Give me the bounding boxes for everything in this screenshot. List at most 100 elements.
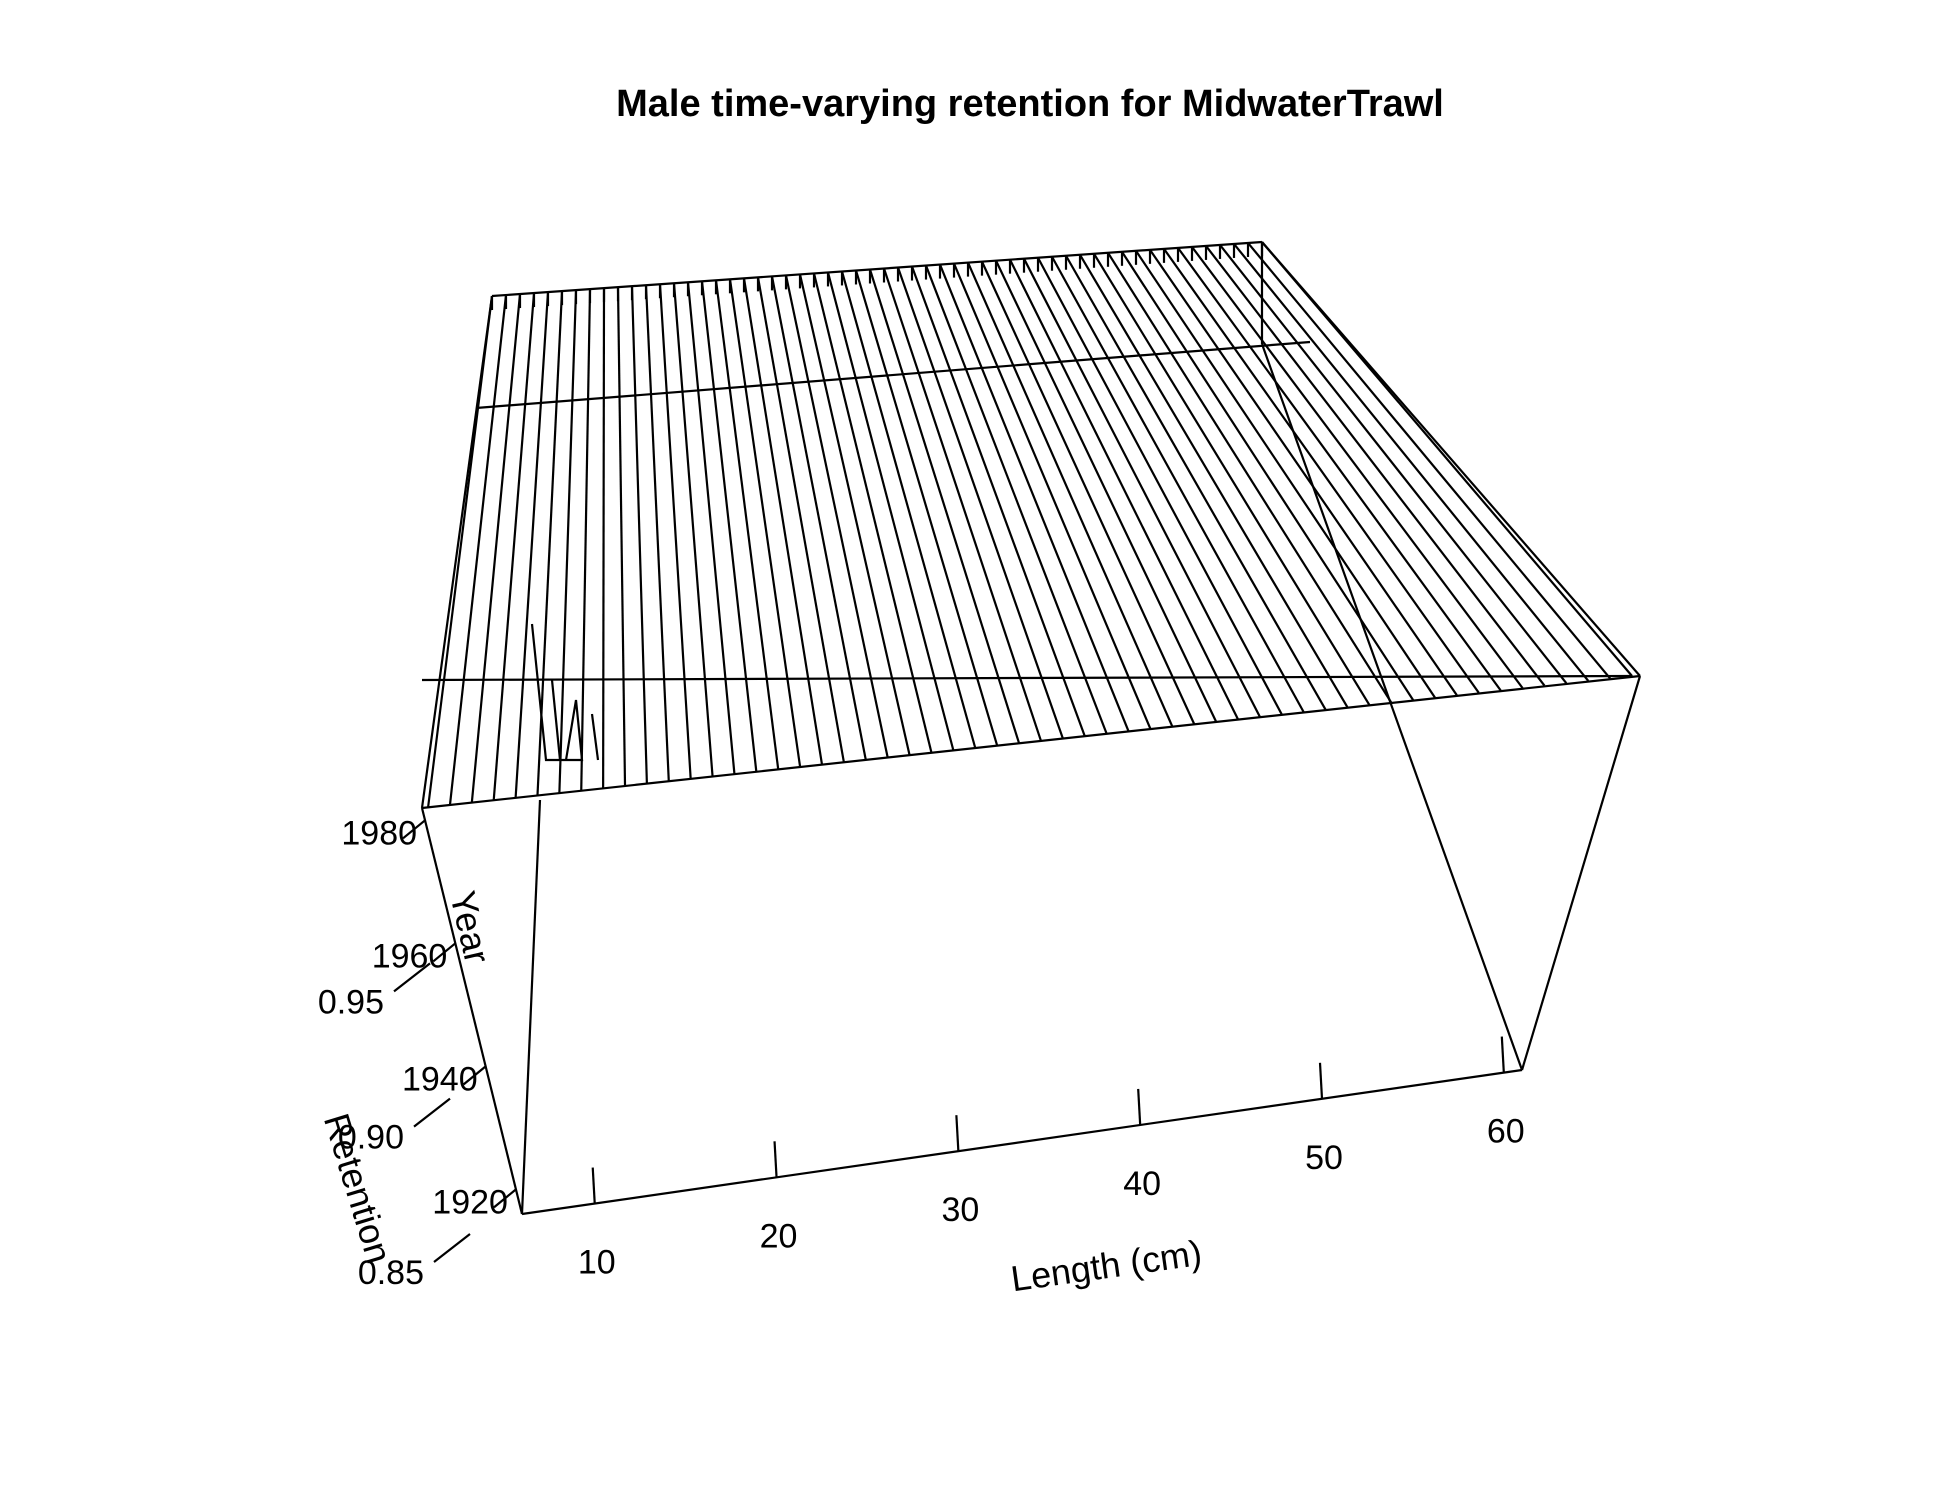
x-tick-label: 20 bbox=[760, 1217, 798, 1255]
x-axis-label: Length (cm) bbox=[1008, 1232, 1204, 1299]
surface-line bbox=[514, 292, 550, 799]
surface-line bbox=[492, 292, 536, 801]
surface-line bbox=[1121, 251, 1415, 701]
surface-dip-line bbox=[590, 713, 600, 761]
surface-line bbox=[658, 284, 692, 780]
y-axis-label: Year bbox=[442, 887, 498, 967]
surface-line bbox=[1247, 242, 1611, 680]
x-tick-label: 30 bbox=[941, 1191, 979, 1229]
y-tick bbox=[493, 1188, 517, 1209]
y-tick-label: 1980 bbox=[341, 814, 417, 852]
surface-line bbox=[686, 282, 736, 775]
left-back-vertical bbox=[420, 807, 524, 1215]
surface-line bbox=[756, 277, 846, 763]
surface-line bbox=[714, 280, 780, 770]
surface-line bbox=[1205, 245, 1546, 687]
surface-line bbox=[616, 287, 627, 787]
surface-line bbox=[1233, 243, 1590, 682]
surface-line bbox=[672, 283, 714, 777]
surface-line bbox=[952, 263, 1152, 730]
x-tick-label: 40 bbox=[1123, 1165, 1161, 1203]
surface-line bbox=[896, 267, 1064, 739]
retention-axis: 0.85 0.90 0.95 bbox=[318, 962, 471, 1292]
surface-line bbox=[1149, 249, 1458, 696]
z-tick bbox=[413, 1097, 451, 1128]
z-tick-label: 0.95 bbox=[318, 983, 384, 1021]
surface-line bbox=[602, 288, 606, 789]
y-tick-label: 1940 bbox=[402, 1060, 478, 1098]
surface-line bbox=[868, 269, 1021, 744]
x-tick bbox=[955, 1115, 960, 1152]
surface-line bbox=[426, 295, 494, 809]
surface-line bbox=[630, 286, 649, 785]
surface-line bbox=[448, 294, 508, 806]
y-tick-label: 1960 bbox=[372, 937, 448, 975]
surface-front-ridge bbox=[421, 674, 1641, 810]
surface-line bbox=[1009, 259, 1239, 720]
z-tick-label: 0.85 bbox=[358, 1254, 424, 1292]
surface-back-edge bbox=[491, 240, 1263, 298]
x-tick bbox=[1137, 1088, 1142, 1126]
surface-line bbox=[798, 274, 911, 756]
surface-line bbox=[1177, 247, 1502, 692]
surface-line bbox=[1079, 254, 1349, 708]
surface-line bbox=[1191, 246, 1524, 689]
y-tick bbox=[402, 819, 426, 840]
surface-line bbox=[995, 260, 1218, 723]
surface-line bbox=[470, 293, 522, 804]
surface-line bbox=[924, 265, 1108, 734]
year-axis: 1920 1940 1960 1980 bbox=[341, 814, 517, 1221]
y-tick-label: 1920 bbox=[432, 1183, 508, 1221]
right-back-vertical bbox=[1260, 343, 1524, 1071]
surface-ridge bbox=[475, 340, 1311, 410]
surface-line bbox=[1107, 252, 1393, 703]
chart-title: Male time-varying retention for Midwater… bbox=[616, 83, 1444, 125]
surface-line bbox=[558, 290, 578, 794]
surface-line bbox=[1261, 241, 1633, 677]
surface-line bbox=[742, 278, 824, 765]
z-tick bbox=[433, 1233, 471, 1263]
x-tick-label: 50 bbox=[1305, 1139, 1343, 1177]
surface-line bbox=[1023, 258, 1261, 718]
surface-line bbox=[882, 268, 1042, 742]
surface-line bbox=[580, 289, 592, 792]
x-tick bbox=[591, 1167, 596, 1204]
surface-line bbox=[700, 281, 758, 773]
y-tick bbox=[462, 1065, 487, 1086]
x-tick bbox=[1500, 1036, 1505, 1073]
surface-line bbox=[981, 261, 1196, 725]
length-axis: 10 20 30 40 50 60 bbox=[578, 1036, 1525, 1282]
x-tick bbox=[773, 1141, 778, 1178]
surface-line bbox=[728, 279, 802, 768]
surface-line bbox=[1051, 256, 1305, 713]
x-tick-label: 60 bbox=[1487, 1113, 1525, 1151]
surface-line bbox=[1093, 253, 1371, 706]
surface-line bbox=[784, 275, 889, 758]
surface-line bbox=[840, 271, 977, 749]
surface-line bbox=[938, 264, 1130, 732]
left-front-vertical bbox=[520, 799, 542, 1215]
surface-line bbox=[966, 262, 1174, 727]
surface-line bbox=[1037, 257, 1283, 715]
surface-line bbox=[1135, 250, 1436, 699]
right-front-vertical bbox=[1520, 675, 1642, 1071]
surface-line bbox=[1163, 248, 1480, 694]
surface-line bbox=[854, 270, 999, 746]
surface-mesh bbox=[421, 241, 1641, 810]
surface-line bbox=[644, 285, 670, 782]
z-tick-label: 0.90 bbox=[338, 1119, 404, 1157]
surface-line bbox=[910, 266, 1086, 737]
z-tick bbox=[393, 962, 431, 993]
y-tick bbox=[432, 942, 457, 963]
surface-line bbox=[826, 272, 955, 751]
surface-line bbox=[1219, 244, 1568, 684]
surface-dip-line bbox=[530, 623, 584, 762]
surface-line bbox=[1065, 255, 1327, 711]
surface-line bbox=[770, 276, 867, 761]
surface-line bbox=[812, 273, 933, 754]
floor-front-edge bbox=[521, 1068, 1523, 1216]
x-tick bbox=[1318, 1062, 1324, 1099]
x-tick-label: 10 bbox=[578, 1244, 616, 1282]
surface-dip-line bbox=[550, 679, 562, 761]
